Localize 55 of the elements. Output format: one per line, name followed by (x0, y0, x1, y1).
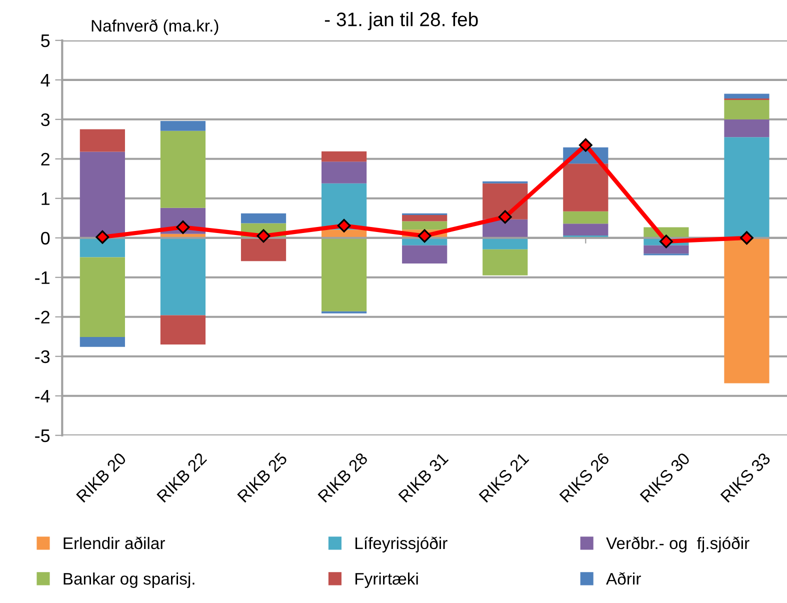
bar (80, 337, 125, 347)
y-tick-label: -4 (35, 390, 50, 402)
legend-label: Verðbr.- og fj.sjóðir (606, 536, 750, 552)
bar (322, 162, 367, 184)
legend-label: Aðrir (606, 572, 641, 585)
y-tick-label: -5 (35, 429, 50, 442)
bar (563, 211, 608, 224)
point (659, 234, 673, 248)
y-tick-label: 4 (40, 74, 50, 86)
bar (644, 245, 689, 254)
y-tick-label: 2 (41, 152, 50, 166)
bar (563, 224, 608, 236)
bar (724, 119, 770, 138)
point (256, 229, 270, 243)
bar (724, 94, 770, 98)
bar (160, 315, 206, 345)
bar (160, 130, 206, 208)
chart-title: - 31. jan til 28. feb (324, 12, 478, 30)
bar (80, 129, 125, 152)
point (740, 231, 754, 245)
bar (80, 257, 125, 338)
bar (402, 214, 448, 222)
y-axis-title: Nafnverð (ma.kr.) (92, 19, 218, 36)
legend-label: Fyrirtæki (356, 572, 418, 588)
bar (322, 238, 367, 312)
bar (482, 249, 528, 276)
y-tick-label: 1 (42, 192, 50, 205)
bar (724, 100, 770, 120)
y-tick-label: -3 (35, 350, 50, 364)
y-tick-label: 5 (41, 34, 50, 48)
bar (724, 137, 770, 238)
point (337, 218, 351, 232)
bar (402, 221, 448, 230)
point (578, 138, 592, 152)
bar (160, 238, 206, 316)
bar (482, 238, 528, 250)
point (96, 230, 110, 244)
bar (322, 151, 367, 162)
y-tick-label: -1 (35, 272, 50, 284)
legend-label: Erlendir aðilar (64, 536, 165, 550)
bar (240, 213, 286, 224)
y-tick-label: -2 (35, 310, 50, 324)
legend-label: Lífeyrissjóðir (356, 536, 448, 552)
bar (160, 120, 206, 131)
bar (563, 164, 608, 212)
y-tick-label: 3 (41, 113, 50, 126)
bar (80, 238, 125, 258)
bar (80, 152, 125, 238)
y-tick-label: 0 (41, 232, 50, 245)
bar (402, 245, 448, 264)
bar (724, 238, 770, 384)
point (498, 210, 512, 224)
bar (240, 238, 286, 262)
point (418, 229, 432, 243)
legend-label: Bankar og sparisj. (64, 572, 194, 588)
